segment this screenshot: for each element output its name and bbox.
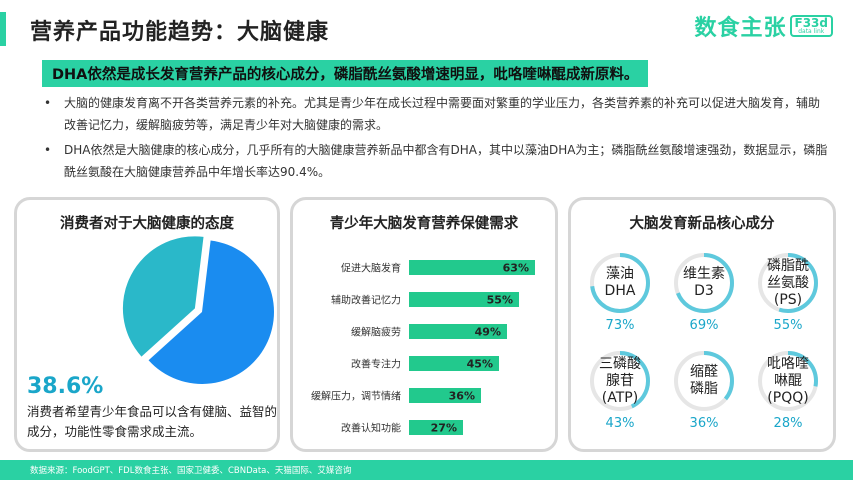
ingredient-item: 吡咯喹 啉醌 (PQQ) 28% — [748, 350, 828, 431]
needs-title: 青少年大脑发育营养保健需求 — [329, 216, 519, 232]
ingredient-percent: 43% — [605, 416, 635, 431]
source-note: 数据来源：FoodGPT、FDL数食主张、国家卫健委、CBNData、天猫国际、… — [30, 466, 352, 476]
ingredient-item: 缩醛 磷脂 36% — [664, 350, 744, 431]
ingredient-ring: 吡咯喹 啉醌 (PQQ) — [757, 350, 819, 412]
bar — [409, 388, 481, 403]
ingredient-percent: 28% — [773, 416, 803, 431]
attitude-note: 消费者希望青少年食品可以含有健脑、益智的成分，功能性零食需求成主流。 — [27, 404, 278, 439]
ingredient-percent: 73% — [605, 318, 635, 333]
ingredient-name: 三磷酸 腺苷 (ATP) — [599, 355, 641, 406]
ingredient-percent: 36% — [689, 416, 719, 431]
brand-logo: 数食主张 F33d data link — [694, 10, 833, 42]
ingredient-grid: 藻油 DHA 73% 维生素 D3 69% 磷脂酰 丝氨酸 (PS) 55% 三磷酸 腺苷 … — [571, 200, 833, 449]
ingredient-item: 藻油 DHA 73% — [580, 252, 660, 333]
bar-category-label: 促进大脑发育 — [341, 262, 401, 275]
pie-slice-main — [148, 240, 274, 384]
brand-name: 数食主张 — [694, 16, 787, 41]
bar-category-label: 改善专注力 — [351, 358, 401, 371]
ingredient-item: 三磷酸 腺苷 (ATP) 43% — [580, 350, 660, 431]
ring-progress — [590, 253, 650, 313]
bar-category-label: 缓解脑疲劳 — [351, 326, 401, 339]
ring-progress — [758, 351, 818, 411]
brand-badge-top: F33d — [794, 16, 829, 30]
headline: DHA依然是成长发育营养产品的核心成分，磷脂酰丝氨酸增速明显，吡咯喹啉醌成新原料… — [42, 60, 649, 87]
ingredients-panel: 大脑发育新品核心成分 藻油 DHA 73% 维生素 D3 69% 磷脂酰 丝氨酸 (PS… — [568, 197, 836, 452]
ingredient-name: 磷脂酰 丝氨酸 (PS) — [767, 257, 809, 308]
bar — [409, 292, 519, 307]
bar-chart: 促进大脑发育 63% 辅助改善记忆力 55% 缓解脑疲劳 49% 改善专注力 45% 缓解压力，… — [311, 260, 535, 435]
ingredient-ring: 藻油 DHA — [589, 252, 651, 314]
bar-category-label: 缓解压力，调节情绪 — [311, 390, 401, 403]
ingredient-percent: 69% — [689, 318, 719, 333]
bullet-item: DHA依然是大脑健康的核心成分，几乎所有的大脑健康营养新品中都含有DHA，其中以… — [40, 139, 830, 183]
ingredient-name: 藻油 DHA — [604, 266, 636, 299]
bar-value-label: 45% — [467, 358, 493, 371]
ingredient-name: 维生素 D3 — [683, 266, 725, 299]
bar-value-label: 27% — [431, 422, 457, 435]
bar-value-label: 55% — [487, 294, 513, 307]
ingredient-percent: 55% — [773, 318, 803, 333]
ingredient-ring: 磷脂酰 丝氨酸 (PS) — [757, 252, 819, 314]
attitude-big-percent: 38.6% — [27, 374, 104, 399]
ring-progress — [674, 253, 734, 313]
bar-category-label: 辅助改善记忆力 — [331, 294, 401, 307]
ring-progress — [758, 253, 818, 313]
attitude-panel: 消费者对于大脑健康的态度 38.6% 消费者希望青少年食品可以含有健脑、益智的成… — [14, 197, 280, 452]
bar — [409, 420, 463, 435]
ingredient-item: 磷脂酰 丝氨酸 (PS) 55% — [748, 252, 828, 333]
bar-value-label: 36% — [449, 390, 475, 403]
bullet-item: 大脑的健康发育离不开各类营养元素的补充。尤其是青少年在成长过程中需要面对繁重的学… — [40, 92, 830, 136]
brand-badge-bottom: data link — [798, 28, 825, 35]
ingredients-title: 大脑发育新品核心成分 — [629, 216, 775, 232]
ring-progress — [590, 351, 650, 411]
pie-chart — [122, 236, 274, 384]
ingredient-name: 缩醛 磷脂 — [690, 364, 718, 397]
ingredient-name: 吡咯喹 啉醌 (PQQ) — [767, 355, 809, 406]
bar-value-label: 63% — [503, 262, 529, 275]
ingredient-ring: 缩醛 磷脂 — [673, 350, 735, 412]
page-title: 营养产品功能趋势：大脑健康 — [30, 20, 330, 45]
ingredient-ring: 维生素 D3 — [673, 252, 735, 314]
pie-slice-highlight — [122, 236, 204, 357]
bullet-list: 大脑的健康发育离不开各类营养元素的补充。尤其是青少年在成长过程中需要面对繁重的学… — [40, 92, 830, 186]
needs-panel: 青少年大脑发育营养保健需求 促进大脑发育 63% 辅助改善记忆力 55% 缓解脑疲劳 49… — [290, 197, 558, 452]
footer-bar: 数据来源：FoodGPT、FDL数食主张、国家卫健委、CBNData、天猫国际、… — [0, 460, 853, 480]
ingredient-ring: 三磷酸 腺苷 (ATP) — [589, 350, 651, 412]
bar — [409, 260, 535, 275]
title-accent-bar — [0, 12, 6, 46]
brand-badge: F33d data link — [789, 15, 833, 37]
bar — [409, 324, 507, 339]
bar-value-label: 49% — [475, 326, 501, 339]
attitude-title: 消费者对于大脑健康的态度 — [60, 216, 234, 232]
bar — [409, 356, 499, 371]
bar-category-label: 改善认知功能 — [341, 422, 401, 435]
ingredient-item: 维生素 D3 69% — [664, 252, 744, 333]
ring-progress — [674, 351, 734, 411]
